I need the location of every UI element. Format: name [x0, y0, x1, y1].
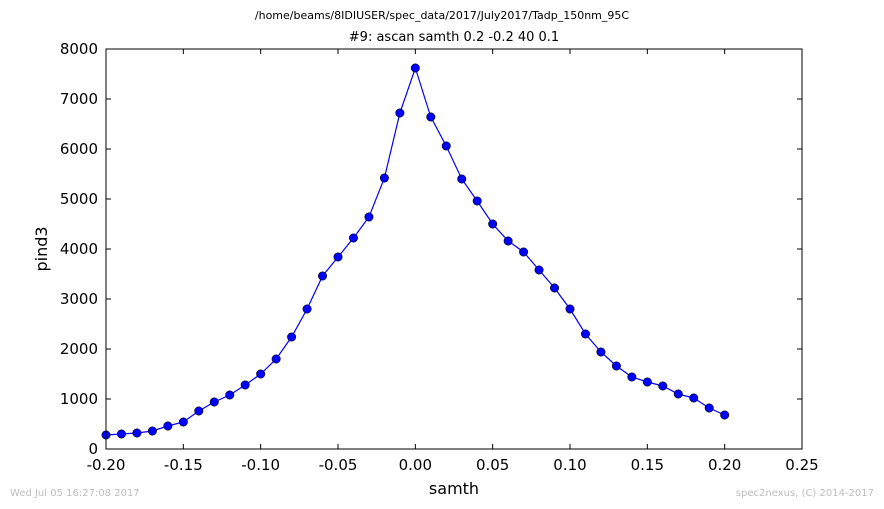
y-tick-label: 1000 [60, 390, 98, 408]
y-tick-label: 6000 [60, 140, 98, 158]
y-axis-label: pind3 [32, 226, 51, 271]
x-tick-label: 0.00 [399, 456, 432, 474]
data-point [318, 271, 328, 281]
data-point [163, 421, 173, 431]
x-tick-label: -0.15 [164, 456, 203, 474]
data-point [472, 196, 482, 206]
data-point [704, 403, 714, 413]
x-tick-label: 0.15 [631, 456, 664, 474]
data-point [287, 332, 297, 342]
y-tick-label: 0 [88, 440, 98, 458]
data-point [488, 219, 498, 229]
data-point [519, 247, 529, 257]
x-axis-label: samth [429, 479, 479, 498]
series-layer [101, 63, 730, 440]
data-point [256, 369, 266, 379]
x-tick-label: -0.05 [319, 456, 358, 474]
data-point [580, 329, 590, 339]
y-tick-label: 3000 [60, 290, 98, 308]
y-tick-label: 8000 [60, 40, 98, 58]
data-point [147, 426, 157, 436]
data-point [194, 406, 204, 416]
chart-title: #9: ascan samth 0.2 -0.2 40 0.1 [348, 30, 560, 45]
data-point [673, 389, 683, 399]
x-tick-label: 0.05 [476, 456, 509, 474]
x-tick-label: -0.20 [87, 456, 126, 474]
data-point [611, 361, 621, 371]
data-point [457, 174, 467, 184]
data-point [348, 233, 358, 243]
data-point [178, 417, 188, 427]
data-point [410, 63, 420, 73]
plot-area [106, 49, 802, 449]
data-point [550, 283, 560, 293]
figure-suptitle: /home/beams/8IDIUSER/spec_data/2017/July… [254, 9, 630, 22]
y-tick-label: 2000 [60, 340, 98, 358]
data-point [116, 429, 126, 439]
x-tick-label: 0.10 [553, 456, 586, 474]
data-point [689, 393, 699, 403]
data-point [596, 347, 606, 357]
y-tick-label: 4000 [60, 240, 98, 258]
data-point [271, 354, 281, 364]
data-point [642, 377, 652, 387]
data-point [627, 372, 637, 382]
x-tick-label: 0.20 [708, 456, 741, 474]
data-point [426, 112, 436, 122]
x-tick-label: 0.25 [785, 456, 818, 474]
x-tick-label: -0.10 [241, 456, 280, 474]
data-point [225, 390, 235, 400]
data-point [720, 410, 730, 420]
y-axis: 0 1000 2000 3000 4000 5000 6000 7000 8000 [60, 40, 802, 458]
data-point [333, 252, 343, 262]
footer-credit: spec2nexus, (C) 2014-2017 [735, 488, 874, 499]
y-tick-label: 7000 [60, 90, 98, 108]
data-point [379, 173, 389, 183]
data-point [364, 212, 374, 222]
data-point [302, 304, 312, 314]
data-point [240, 380, 250, 390]
footer-timestamp: Wed Jul 05 16:27:08 2017 [10, 488, 140, 499]
x-axis: -0.20 -0.15 -0.10 -0.05 0.00 0.05 0.10 0.15 0.20… [87, 49, 819, 474]
data-point [503, 236, 513, 246]
data-point [565, 304, 575, 314]
data-point [395, 108, 405, 118]
data-point [209, 397, 219, 407]
data-point [441, 141, 451, 151]
data-point [658, 381, 668, 391]
y-tick-label: 5000 [60, 190, 98, 208]
data-point [534, 265, 544, 275]
data-point [132, 428, 142, 438]
